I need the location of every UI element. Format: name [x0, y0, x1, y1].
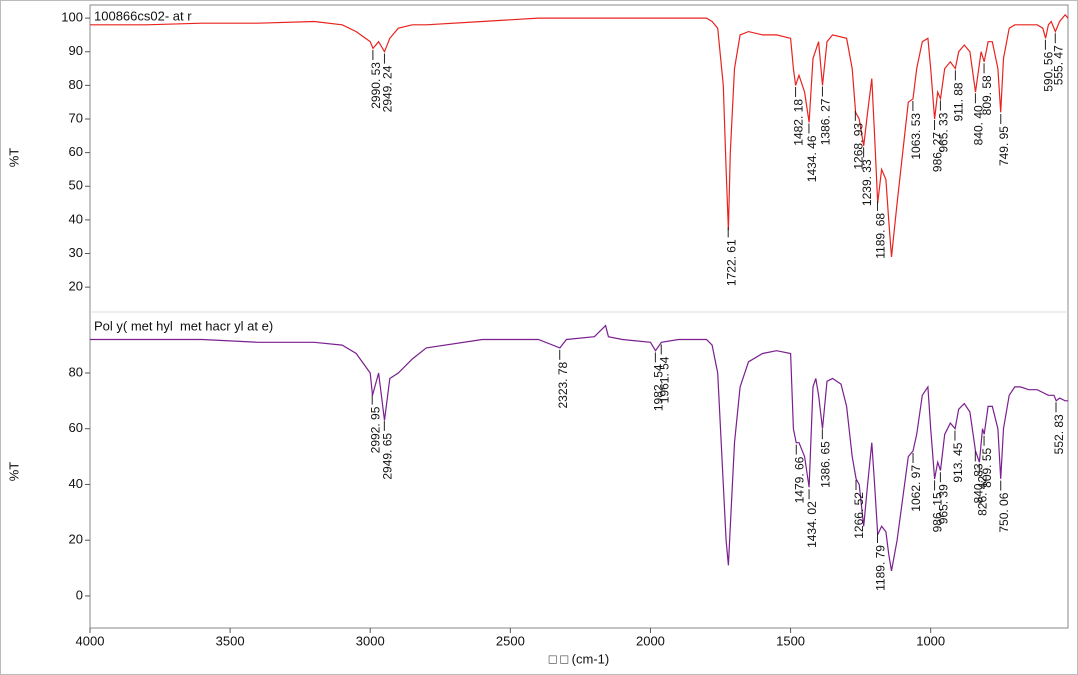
peak-label: 2949. 65	[381, 433, 395, 480]
peak-label: 1063. 53	[909, 113, 923, 160]
plot-frame	[89, 4, 1069, 629]
spectrum-line	[90, 13, 1069, 257]
peak-label: 840. 83	[971, 463, 985, 503]
peak-label: 986. 27	[931, 132, 945, 172]
x-tick-label: 3000	[356, 633, 385, 648]
peak-label: 826. 42	[976, 476, 990, 516]
y-tick-label: 90	[69, 43, 83, 58]
peak-label: 809. 55	[980, 447, 994, 487]
x-tick-label: 2000	[636, 633, 665, 648]
x-tick-label: 2500	[496, 633, 525, 648]
peak-label: 2990. 53	[369, 62, 383, 109]
peak-label: 590. 56	[1042, 51, 1056, 91]
y-tick-label: 20	[69, 279, 83, 294]
y-tick-label: 100	[61, 10, 83, 25]
y-tick-label: 40	[69, 476, 83, 491]
peak-label: 1189. 68	[874, 213, 888, 259]
y-tick-label: 80	[69, 364, 83, 379]
peak-label: 1982. 54	[652, 364, 666, 411]
peak-label: 749. 95	[997, 126, 1011, 166]
peak-label: 1386. 27	[819, 98, 833, 145]
peak-label: 555. 47	[1051, 45, 1065, 85]
peak-label: 1434. 02	[805, 501, 819, 548]
peak-label: 552. 83	[1052, 414, 1066, 454]
peak-label: 2949. 24	[381, 65, 395, 112]
x-tick-label: 4000	[76, 633, 105, 648]
spectrum-line	[90, 324, 1068, 572]
peak-label: 911. 88	[952, 82, 966, 121]
panel-title: 100866cs02- at r	[94, 8, 192, 23]
panel-title: Pol y( met hyl met hacr yl at e)	[94, 318, 273, 333]
peak-label: 1266. 52	[852, 492, 866, 539]
y-tick-label: 20	[69, 532, 83, 547]
y-tick-label: 60	[69, 420, 83, 435]
y-tick-label: 60	[69, 144, 83, 159]
peak-label: 2992. 95	[368, 406, 382, 453]
y-axis-label: %T	[6, 148, 21, 168]
peak-label: 1482. 18	[792, 99, 806, 146]
y-axis-label: %T	[6, 462, 21, 482]
y-tick-label: 70	[69, 110, 83, 125]
peak-label: 1434. 46	[805, 135, 819, 182]
x-axis-label: □ □ (cm-1)	[549, 651, 609, 666]
x-tick-label: 1500	[776, 633, 805, 648]
peak-label: 1268. 93	[851, 123, 865, 170]
y-tick-label: 80	[69, 77, 83, 92]
x-tick-label: 3500	[216, 633, 245, 648]
peak-label: 1386. 65	[819, 441, 833, 488]
peak-label: 840. 40	[972, 105, 986, 145]
peak-label: 965. 33	[937, 112, 951, 152]
y-tick-label: 50	[69, 178, 83, 193]
peak-label: 1479. 66	[792, 456, 806, 503]
peak-label: 1961. 54	[657, 356, 671, 403]
peak-label: 1722. 61	[724, 239, 738, 286]
peak-label: 913. 45	[951, 442, 965, 482]
y-tick-label: 0	[76, 587, 83, 602]
peak-label: 986. 15	[931, 492, 945, 532]
peak-label: 965. 39	[937, 484, 951, 524]
y-tick-label: 30	[69, 245, 83, 260]
peak-label: 1239. 33	[860, 159, 874, 206]
peak-label: 1062. 97	[909, 465, 923, 512]
x-tick-label: 1000	[916, 633, 945, 648]
y-tick-label: 40	[69, 211, 83, 226]
peak-label: 809. 58	[980, 75, 994, 115]
peak-label: 2323. 78	[556, 361, 570, 408]
peak-label: 750. 06	[997, 492, 1011, 532]
peak-label: 1189. 79	[874, 545, 888, 591]
